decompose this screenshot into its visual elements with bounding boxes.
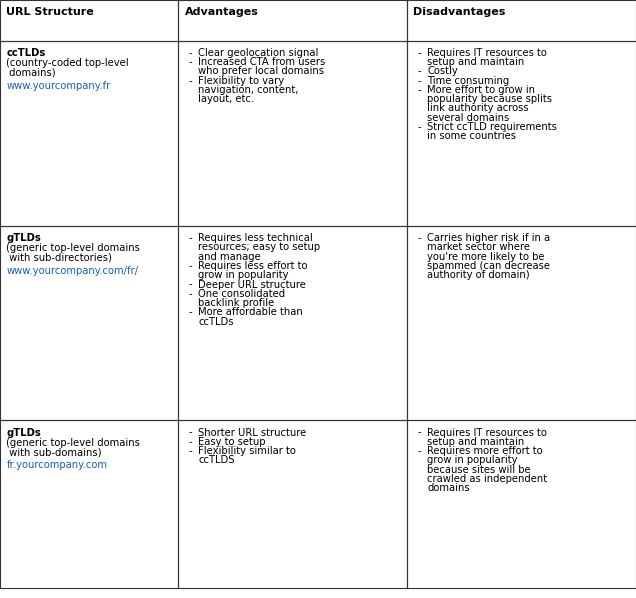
Text: grow in popularity: grow in popularity	[198, 270, 289, 280]
Text: crawled as independent: crawled as independent	[427, 474, 548, 484]
Text: domains: domains	[427, 483, 470, 493]
Text: setup and maintain: setup and maintain	[427, 437, 525, 447]
Text: and manage: and manage	[198, 252, 261, 262]
Text: gTLDs: gTLDs	[6, 428, 41, 438]
Text: Carries higher risk if in a: Carries higher risk if in a	[427, 233, 551, 243]
Bar	[0, 226, 178, 420]
Text: -: -	[188, 437, 192, 447]
Text: gTLDs: gTLDs	[6, 233, 41, 243]
Text: several domains: several domains	[427, 112, 509, 123]
Text: -: -	[188, 307, 192, 318]
Text: fr.yourcompany.com: fr.yourcompany.com	[6, 460, 107, 471]
Bar	[0, 41, 178, 226]
Text: -: -	[188, 446, 192, 456]
Text: -: -	[188, 279, 192, 289]
Text: -: -	[188, 428, 192, 438]
Bar	[0, 420, 178, 588]
Text: More affordable than: More affordable than	[198, 307, 303, 318]
Text: Requires less effort to: Requires less effort to	[198, 261, 308, 271]
Text: navigation, content,: navigation, content,	[198, 85, 299, 95]
Text: Requires IT resources to: Requires IT resources to	[427, 428, 547, 438]
Text: who prefer local domains: who prefer local domains	[198, 66, 324, 77]
Text: Requires more effort to: Requires more effort to	[427, 446, 543, 456]
Text: spammed (can decrease: spammed (can decrease	[427, 261, 550, 271]
Bar	[0, 0, 178, 41]
Text: -: -	[188, 57, 192, 67]
Text: -: -	[417, 428, 421, 438]
Text: Clear geolocation signal: Clear geolocation signal	[198, 48, 319, 58]
Text: www.yourcompany.fr: www.yourcompany.fr	[6, 81, 111, 91]
Text: URL Structure: URL Structure	[6, 7, 94, 17]
Text: Strict ccTLD requirements: Strict ccTLD requirements	[427, 122, 557, 132]
Text: Deeper URL structure: Deeper URL structure	[198, 279, 307, 289]
Bar	[407, 41, 636, 226]
Text: in some countries: in some countries	[427, 131, 516, 141]
Text: -: -	[417, 446, 421, 456]
Text: -: -	[188, 48, 192, 58]
Bar	[407, 226, 636, 420]
Text: Flexibility similar to: Flexibility similar to	[198, 446, 296, 456]
Text: More effort to grow in: More effort to grow in	[427, 85, 536, 95]
Text: Shorter URL structure: Shorter URL structure	[198, 428, 307, 438]
Text: -: -	[417, 75, 421, 86]
Text: -: -	[188, 75, 192, 86]
Text: Disadvantages: Disadvantages	[413, 7, 506, 17]
Bar	[178, 0, 407, 41]
Text: Flexibility to vary: Flexibility to vary	[198, 75, 284, 86]
Text: authority of domain): authority of domain)	[427, 270, 530, 280]
Text: with sub-domains): with sub-domains)	[6, 447, 102, 457]
Bar	[178, 41, 407, 226]
Text: resources; easy to setup: resources; easy to setup	[198, 243, 321, 252]
Text: popularity because splits: popularity because splits	[427, 94, 553, 104]
Text: Easy to setup: Easy to setup	[198, 437, 266, 447]
Text: Requires IT resources to: Requires IT resources to	[427, 48, 547, 58]
Text: One consolidated: One consolidated	[198, 289, 286, 299]
Text: you're more likely to be: you're more likely to be	[427, 252, 545, 262]
Text: ccTLDs: ccTLDs	[198, 316, 234, 327]
Text: (generic top-level domains: (generic top-level domains	[6, 243, 140, 254]
Text: link authority across: link authority across	[427, 103, 529, 114]
Text: ccTLDS: ccTLDS	[198, 456, 235, 465]
Text: (country-coded top-level: (country-coded top-level	[6, 58, 129, 68]
Text: layout, etc.: layout, etc.	[198, 94, 254, 104]
Bar	[178, 420, 407, 588]
Text: Requires less technical: Requires less technical	[198, 233, 313, 243]
Text: Advantages: Advantages	[184, 7, 258, 17]
Text: (generic top-level domains: (generic top-level domains	[6, 438, 140, 448]
Text: -: -	[188, 289, 192, 299]
Text: with sub-directories): with sub-directories)	[6, 253, 112, 263]
Text: -: -	[188, 261, 192, 271]
Text: -: -	[417, 48, 421, 58]
Bar	[407, 0, 636, 41]
Bar	[178, 226, 407, 420]
Text: -: -	[417, 122, 421, 132]
Text: market sector where: market sector where	[427, 243, 530, 252]
Text: www.yourcompany.com/fr/: www.yourcompany.com/fr/	[6, 266, 139, 276]
Text: Time consuming: Time consuming	[427, 75, 509, 86]
Text: Increased CTA from users: Increased CTA from users	[198, 57, 326, 67]
Text: Costly: Costly	[427, 66, 458, 77]
Text: setup and maintain: setup and maintain	[427, 57, 525, 67]
Text: ccTLDs: ccTLDs	[6, 48, 46, 58]
Bar	[407, 420, 636, 588]
Text: -: -	[188, 233, 192, 243]
Text: -: -	[417, 85, 421, 95]
Text: backlink profile: backlink profile	[198, 298, 275, 308]
Text: because sites will be: because sites will be	[427, 465, 531, 475]
Text: domains): domains)	[6, 68, 56, 77]
Text: -: -	[417, 66, 421, 77]
Text: grow in popularity: grow in popularity	[427, 456, 518, 465]
Text: -: -	[417, 233, 421, 243]
